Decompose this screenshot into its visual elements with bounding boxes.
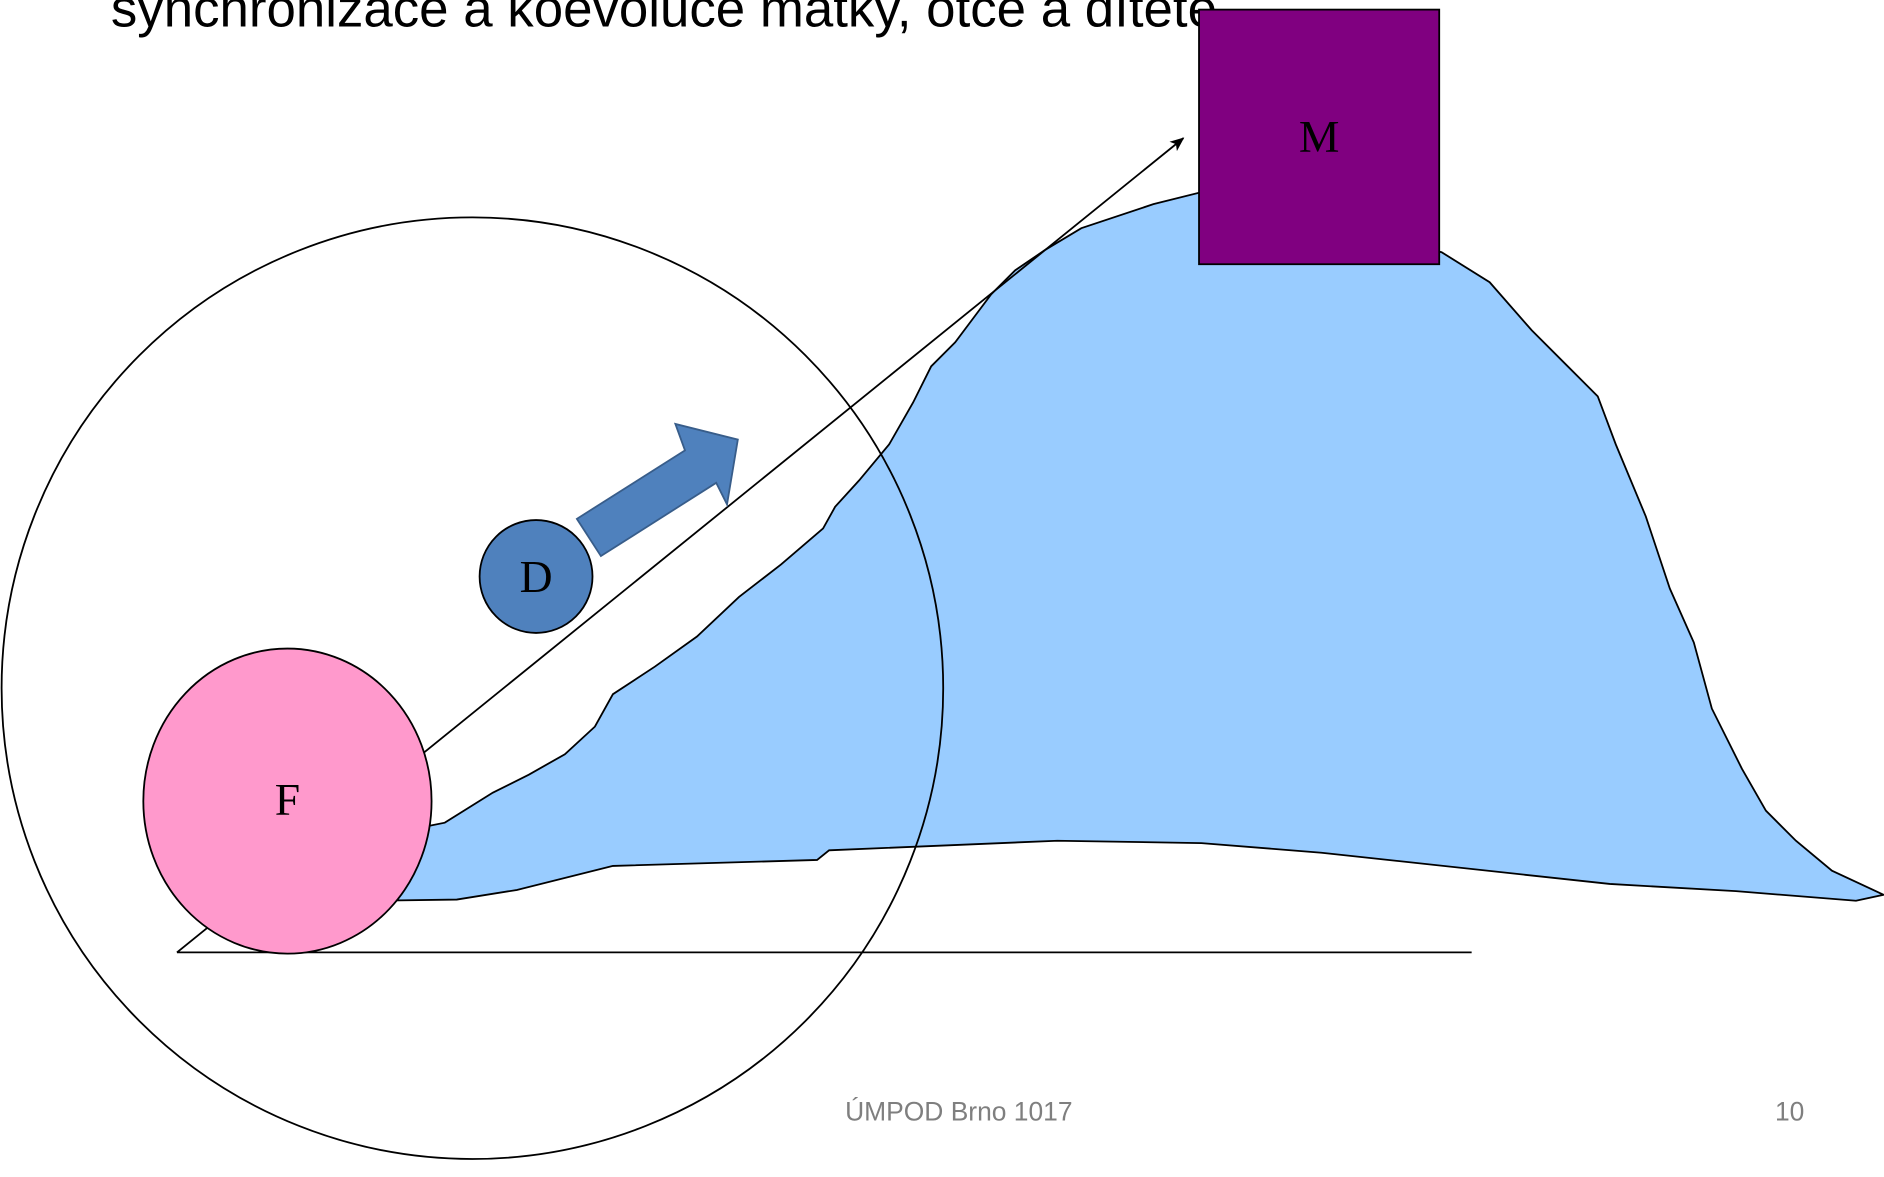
page-number: 10 <box>1775 1097 1804 1127</box>
slide-title: synchronizace a koevoluce matky, otce a … <box>111 0 1217 38</box>
slide: synchronizace a koevoluce matky, otce a … <box>0 0 1884 1177</box>
father-label: F <box>275 774 300 825</box>
child-label: D <box>520 551 553 602</box>
mother-label: M <box>1299 111 1340 162</box>
footer-text: ÚMPOD Brno 1017 <box>845 1097 1072 1127</box>
